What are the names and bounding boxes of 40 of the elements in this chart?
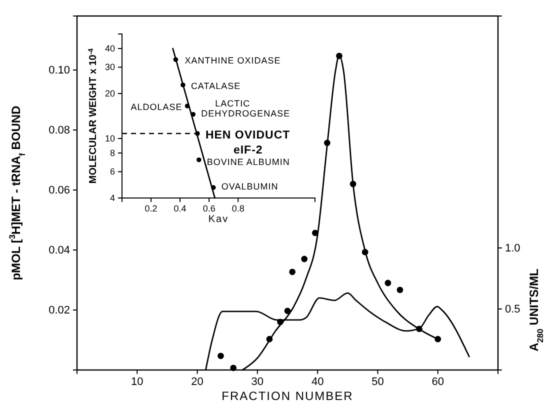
annotation: CATALASE [190,80,241,91]
y-tick-label: 40 [104,43,115,54]
y-tick-label: 0.10 [48,64,70,77]
x-tick-label: 50 [372,376,384,388]
x-tick-label: 0.8 [232,203,244,214]
annotation: XANTHINE OXIDASE [184,56,281,66]
point [196,157,202,162]
y2-tick-label: 0.5 [505,303,520,316]
x-tick-label: 0.4 [174,203,186,214]
annotation: LACTIC DEHYDROGENASE [201,98,290,118]
y-tick-label: 0.02 [48,304,70,317]
y-tick-label: 10 [104,133,115,144]
point [396,286,404,294]
x-tick-label: 30 [251,376,264,388]
point [384,280,392,286]
annotation: ALDOLASE [130,102,182,112]
annotation: BOVINE ALBUMIN [206,156,290,167]
annotation: OVALBUMIN [221,182,278,192]
x-tick-label: 10 [131,376,144,388]
x-axis-title: Kav [208,214,229,225]
x-tick-label: 0.6 [202,203,216,214]
x-tick-label: 60 [432,376,444,388]
x-tick-label: 0.2 [144,203,158,214]
y-tick-label: 0.08 [48,124,70,137]
y-tick-label: 4 [110,192,115,203]
y2-tick-label: 1.0 [505,242,520,254]
annotation: HEN OVIDUCT eIF-2 [205,130,290,157]
point [218,352,224,360]
x-axis-title: FRACTION NUMBER [222,389,354,403]
x-tick-label: 40 [311,376,324,388]
y-tick-label: 20 [104,88,115,98]
y-tick-label: 8 [110,148,115,158]
y-tick-label: 0.06 [48,184,70,197]
point [230,364,237,372]
y-tick-label: 6 [110,166,115,177]
point [301,256,308,262]
x-tick-label: 20 [191,376,204,388]
y-tick-label: 0.04 [48,244,70,257]
y-tick-label: 30 [104,62,115,72]
point [289,268,296,276]
